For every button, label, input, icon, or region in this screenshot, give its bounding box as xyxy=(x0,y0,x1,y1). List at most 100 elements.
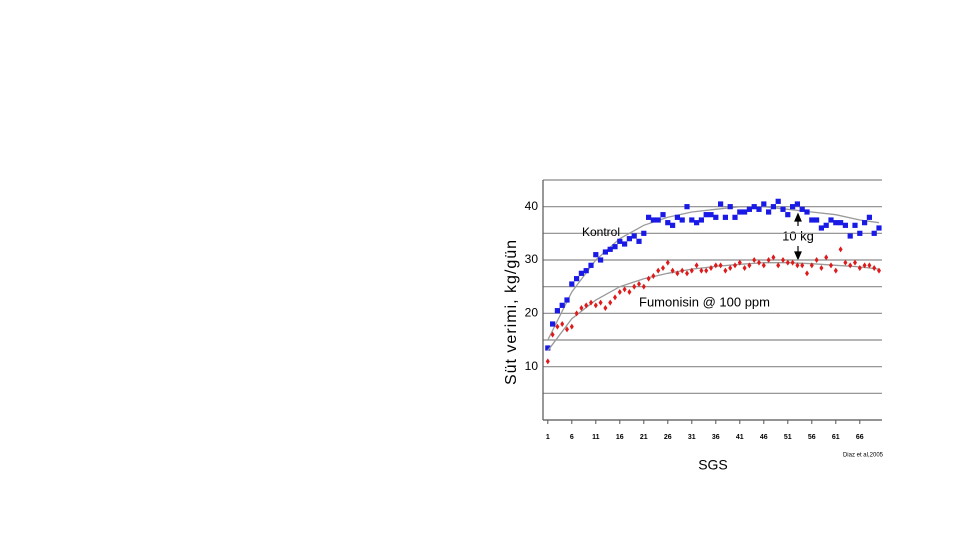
point xyxy=(747,262,752,269)
point xyxy=(593,252,599,258)
point xyxy=(698,217,704,223)
point xyxy=(661,265,665,271)
point xyxy=(545,358,550,365)
point xyxy=(742,265,747,271)
x-tick-label: 16 xyxy=(616,434,624,441)
point xyxy=(626,236,632,242)
point xyxy=(689,267,694,274)
point xyxy=(814,217,820,223)
point xyxy=(627,289,632,295)
point xyxy=(675,270,680,277)
point xyxy=(564,297,570,303)
point xyxy=(842,222,848,228)
point xyxy=(555,323,560,330)
point xyxy=(766,209,772,215)
point xyxy=(578,270,584,276)
annotation-arrows xyxy=(794,212,802,261)
point xyxy=(637,281,641,287)
point xyxy=(857,230,863,236)
x-tick-label: 51 xyxy=(784,434,792,441)
point xyxy=(751,204,757,210)
arrow-down-head xyxy=(794,251,802,261)
point xyxy=(694,262,699,269)
point xyxy=(709,265,713,271)
y-tick-label: 20 xyxy=(525,306,539,320)
point xyxy=(728,265,733,271)
point xyxy=(584,302,589,309)
x-tick-label: 1 xyxy=(546,434,550,441)
point xyxy=(550,331,555,338)
annotation: 10 kg xyxy=(782,228,814,243)
point xyxy=(848,262,853,269)
point xyxy=(602,249,608,255)
x-tick-label: 11 xyxy=(592,434,600,441)
point xyxy=(770,204,776,210)
point xyxy=(708,212,714,218)
x-tick-label: 6 xyxy=(570,434,574,441)
point xyxy=(699,267,704,274)
x-tick-label: 36 xyxy=(712,434,720,441)
point xyxy=(742,209,748,215)
point xyxy=(805,270,809,277)
x-tick-label: 46 xyxy=(760,434,768,441)
point xyxy=(656,267,661,274)
point xyxy=(684,204,690,210)
point xyxy=(871,230,877,236)
point xyxy=(794,201,800,207)
point xyxy=(685,270,689,277)
point xyxy=(809,262,814,269)
point xyxy=(862,262,867,269)
point xyxy=(608,299,613,306)
x-tick-label: 41 xyxy=(736,434,744,441)
point xyxy=(593,302,598,309)
point xyxy=(559,302,565,308)
point xyxy=(727,204,733,210)
x-tick-label: 66 xyxy=(856,434,864,441)
point xyxy=(680,267,685,274)
point xyxy=(737,209,743,215)
point xyxy=(636,238,642,244)
point xyxy=(665,220,671,226)
point xyxy=(809,217,815,223)
point xyxy=(853,259,857,266)
point xyxy=(799,206,805,212)
point xyxy=(550,321,556,327)
point xyxy=(771,254,776,261)
point xyxy=(694,220,700,226)
x-tick-label: 61 xyxy=(832,434,840,441)
point xyxy=(785,259,790,266)
point xyxy=(622,241,628,247)
point xyxy=(829,262,833,269)
point xyxy=(838,246,843,253)
point xyxy=(617,238,623,244)
x-tick-label: 21 xyxy=(640,434,648,441)
arrow-up-head xyxy=(794,212,802,222)
point xyxy=(603,305,608,311)
point xyxy=(574,276,580,282)
point xyxy=(757,259,761,266)
point xyxy=(670,267,675,274)
point xyxy=(776,262,781,269)
x-axis-label: SGS xyxy=(698,457,728,473)
point xyxy=(746,206,752,212)
point xyxy=(872,265,877,271)
point xyxy=(795,262,800,269)
point xyxy=(847,233,853,239)
point xyxy=(660,212,666,218)
point xyxy=(713,214,719,220)
point xyxy=(833,267,838,274)
point xyxy=(646,214,652,220)
point xyxy=(718,201,724,207)
point xyxy=(713,262,718,269)
point xyxy=(781,257,785,263)
series-label: Kontrol xyxy=(582,225,620,239)
point xyxy=(780,206,786,212)
point xyxy=(752,257,757,263)
point xyxy=(828,217,834,223)
source-note: Diaz et al,2005 xyxy=(843,453,884,459)
point xyxy=(589,299,593,306)
point xyxy=(607,246,613,252)
point xyxy=(545,345,551,351)
